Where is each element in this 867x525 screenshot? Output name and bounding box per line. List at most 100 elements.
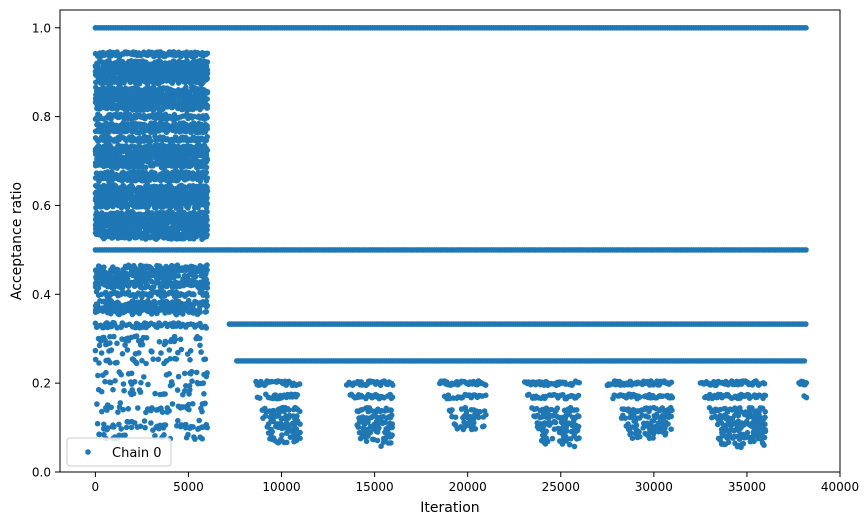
data-point [203, 164, 210, 171]
data-point [136, 350, 142, 356]
data-point [181, 370, 188, 377]
data-point [204, 262, 210, 268]
data-point [128, 370, 135, 377]
data-point [138, 379, 144, 386]
data-point [152, 390, 158, 397]
data-point [204, 370, 210, 376]
data-point [803, 25, 809, 31]
data-point [204, 147, 211, 154]
data-point [198, 349, 204, 355]
data-point [158, 350, 164, 356]
data-point [153, 280, 159, 286]
data-point [97, 338, 104, 344]
data-point [204, 50, 211, 57]
data-point [193, 369, 200, 376]
data-point [107, 340, 113, 346]
data-point [186, 202, 192, 209]
data-point [204, 75, 210, 82]
data-point [187, 357, 193, 363]
data-point [204, 227, 210, 233]
data-point [114, 359, 120, 366]
data-point [150, 356, 156, 363]
data-point [204, 208, 210, 215]
data-point [103, 369, 109, 376]
data-point [111, 333, 117, 340]
data-point [197, 303, 203, 310]
data-point [202, 271, 209, 278]
data-point [130, 390, 137, 397]
data-point [98, 350, 105, 356]
data-point [200, 380, 207, 386]
data-point [204, 114, 210, 121]
data-point [803, 321, 809, 327]
data-point [178, 346, 185, 353]
data-point [119, 351, 126, 357]
data-point [204, 302, 211, 309]
data-points [92, 25, 810, 451]
data-point [118, 371, 124, 378]
data-point [166, 347, 173, 353]
data-point [156, 339, 163, 345]
data-point [108, 347, 115, 353]
data-point [183, 266, 190, 273]
data-point [124, 347, 131, 353]
data-point [166, 371, 172, 377]
data-point [162, 391, 168, 397]
data-point [197, 57, 203, 64]
data-point [131, 379, 138, 385]
data-point [189, 378, 195, 385]
data-point [171, 338, 178, 345]
data-point [174, 387, 181, 393]
data-point [95, 372, 101, 379]
data-point [133, 333, 140, 339]
data-point [204, 105, 210, 111]
data-point [204, 90, 211, 96]
data-point [203, 325, 210, 331]
data-point [92, 347, 99, 354]
data-point [204, 285, 211, 291]
data-point [133, 360, 140, 367]
data-point [121, 387, 127, 394]
data-point [202, 356, 209, 363]
data-point [148, 138, 154, 144]
data-point [155, 356, 162, 363]
data-point [143, 360, 149, 367]
data-point [114, 340, 120, 347]
data-point [125, 337, 132, 344]
data-point [117, 400, 124, 406]
data-point [204, 201, 211, 207]
data-point [173, 356, 180, 362]
data-point [112, 378, 118, 384]
data-point [203, 308, 210, 315]
data-point [204, 293, 210, 300]
data-point [187, 387, 193, 393]
data-point [204, 232, 210, 238]
data-point [137, 389, 144, 395]
data-point [188, 368, 195, 375]
data-point [803, 247, 809, 253]
data-point [96, 360, 102, 366]
data-point [169, 381, 175, 388]
data-point [191, 291, 197, 298]
data-point [204, 175, 211, 181]
data-point [197, 342, 203, 349]
data-point [141, 374, 147, 380]
data-point [143, 164, 149, 171]
data-point [187, 348, 194, 354]
data-point [145, 381, 151, 388]
data-point [98, 388, 105, 395]
data-point [204, 126, 210, 132]
data-point [110, 386, 116, 393]
data-point [94, 401, 100, 407]
data-point [197, 335, 203, 342]
data-point [201, 391, 207, 397]
data-point [143, 335, 150, 341]
data-point [175, 373, 182, 380]
data-point [203, 169, 210, 176]
data-point [801, 358, 808, 364]
data-point [204, 134, 210, 140]
data-point [139, 341, 146, 348]
data-point [107, 359, 113, 366]
data-point [162, 340, 169, 347]
